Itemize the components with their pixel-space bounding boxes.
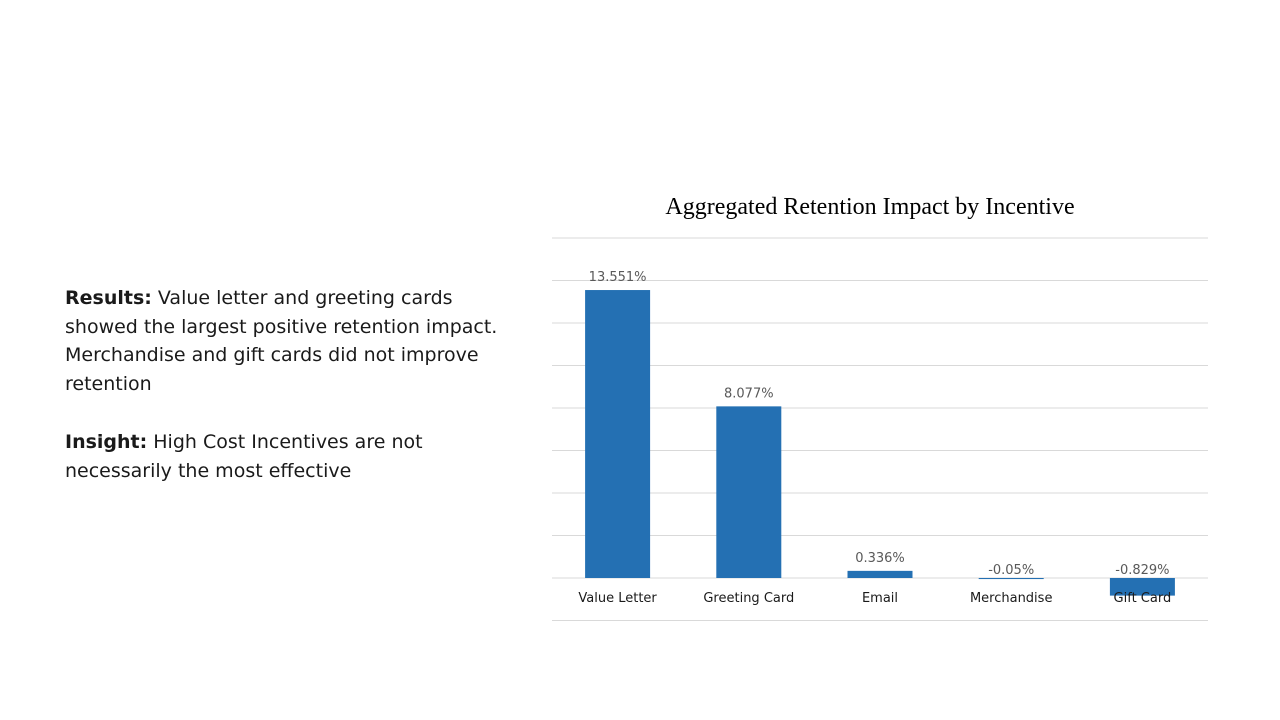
bar-gift-card bbox=[1109, 578, 1175, 596]
bar-email bbox=[847, 570, 913, 578]
category-label: Value Letter bbox=[578, 591, 657, 606]
category-label: Merchandise bbox=[970, 591, 1053, 606]
bar-value-letter bbox=[585, 290, 651, 578]
data-label: -0.829% bbox=[1115, 563, 1169, 578]
insight-text: High Cost Incentives are not necessarily… bbox=[65, 430, 423, 482]
results-heading: Results: bbox=[65, 287, 152, 309]
insight-heading: Insight: bbox=[65, 430, 148, 453]
results-text: Value letter and greeting cards showed t… bbox=[65, 287, 498, 396]
category-label: Greeting Card bbox=[703, 591, 794, 606]
data-label: 13.551% bbox=[589, 270, 647, 285]
bar-greeting-card bbox=[716, 406, 782, 578]
results-paragraph: Results: Value letter and greeting cards… bbox=[65, 284, 505, 399]
category-label: Email bbox=[862, 591, 898, 606]
data-label: 8.077% bbox=[724, 386, 774, 401]
bar-merchandise bbox=[978, 578, 1044, 580]
category-label: Gift Card bbox=[1114, 591, 1172, 606]
data-label: -0.05% bbox=[988, 563, 1034, 578]
text-panel: Results: Value letter and greeting cards… bbox=[65, 284, 505, 485]
bars bbox=[585, 290, 1175, 596]
chart-title: Aggregated Retention Impact by Incentive bbox=[665, 194, 1074, 220]
category-labels: Value Letter Greeting Card Email Merchandis… bbox=[578, 591, 1171, 606]
gridlines bbox=[552, 237, 1208, 621]
data-label: 0.336% bbox=[855, 551, 905, 566]
data-labels: 13.551% 8.077% 0.336% -0.05% -0.829% bbox=[589, 270, 1170, 578]
insight-paragraph: Insight: High Cost Incentives are not ne… bbox=[65, 428, 505, 485]
